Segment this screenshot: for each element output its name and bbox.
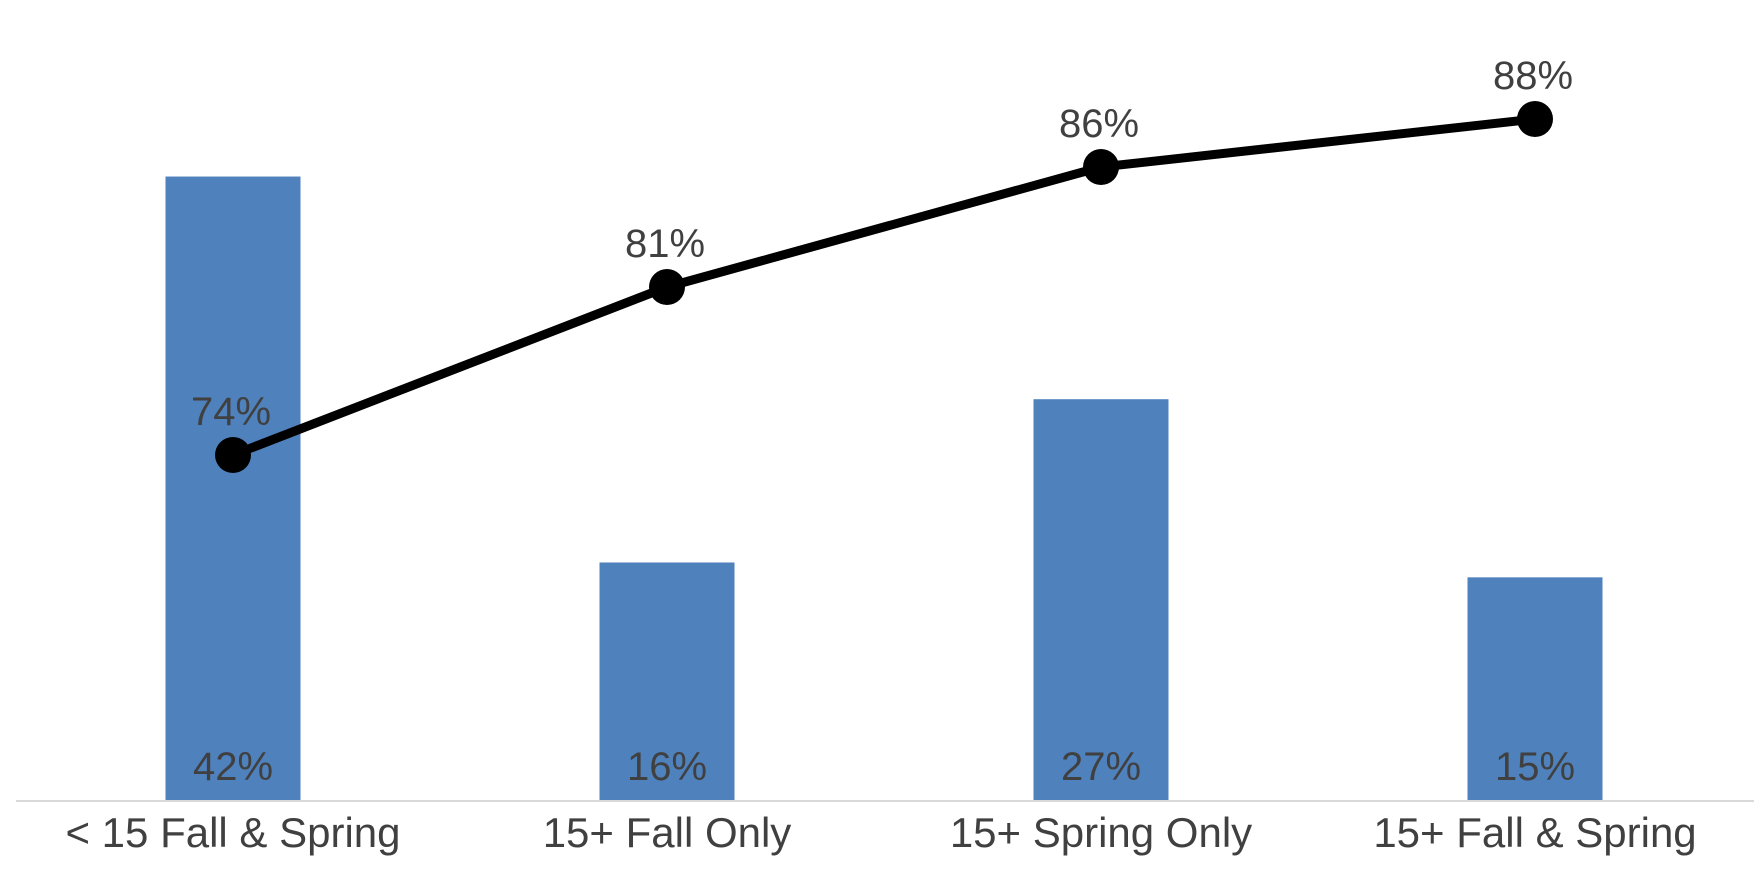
line-value-label: 81% — [625, 222, 705, 266]
bar-2 — [599, 562, 735, 800]
category-labels: < 15 Fall & Spring 15+ Fall Only 15+ Sprin… — [65, 809, 1696, 856]
bars-group: 42% 16% 27% 15% — [165, 176, 1603, 801]
bar-value-label: 27% — [1061, 745, 1141, 789]
line-point-4 — [1517, 101, 1553, 137]
bar-1 — [165, 176, 301, 801]
line-value-label: 88% — [1493, 54, 1573, 98]
category-label: < 15 Fall & Spring — [65, 809, 400, 856]
category-label: 15+ Fall Only — [543, 809, 792, 856]
line-path — [228, 114, 1540, 460]
line-point-1 — [215, 437, 251, 473]
bar-value-label: 16% — [627, 745, 707, 789]
bar-value-label: 15% — [1495, 745, 1575, 789]
bar-4 — [1467, 577, 1603, 800]
bar-value-label: 42% — [193, 745, 273, 789]
bar-3 — [1033, 399, 1169, 800]
category-label: 15+ Fall & Spring — [1373, 809, 1696, 856]
line-series: 74% 81% 86% 88% — [191, 54, 1573, 473]
line-value-label: 86% — [1059, 102, 1139, 146]
line-value-label: 74% — [191, 390, 271, 434]
line-point-2 — [649, 269, 685, 305]
line-point-3 — [1083, 149, 1119, 185]
category-label: 15+ Spring Only — [950, 809, 1252, 856]
